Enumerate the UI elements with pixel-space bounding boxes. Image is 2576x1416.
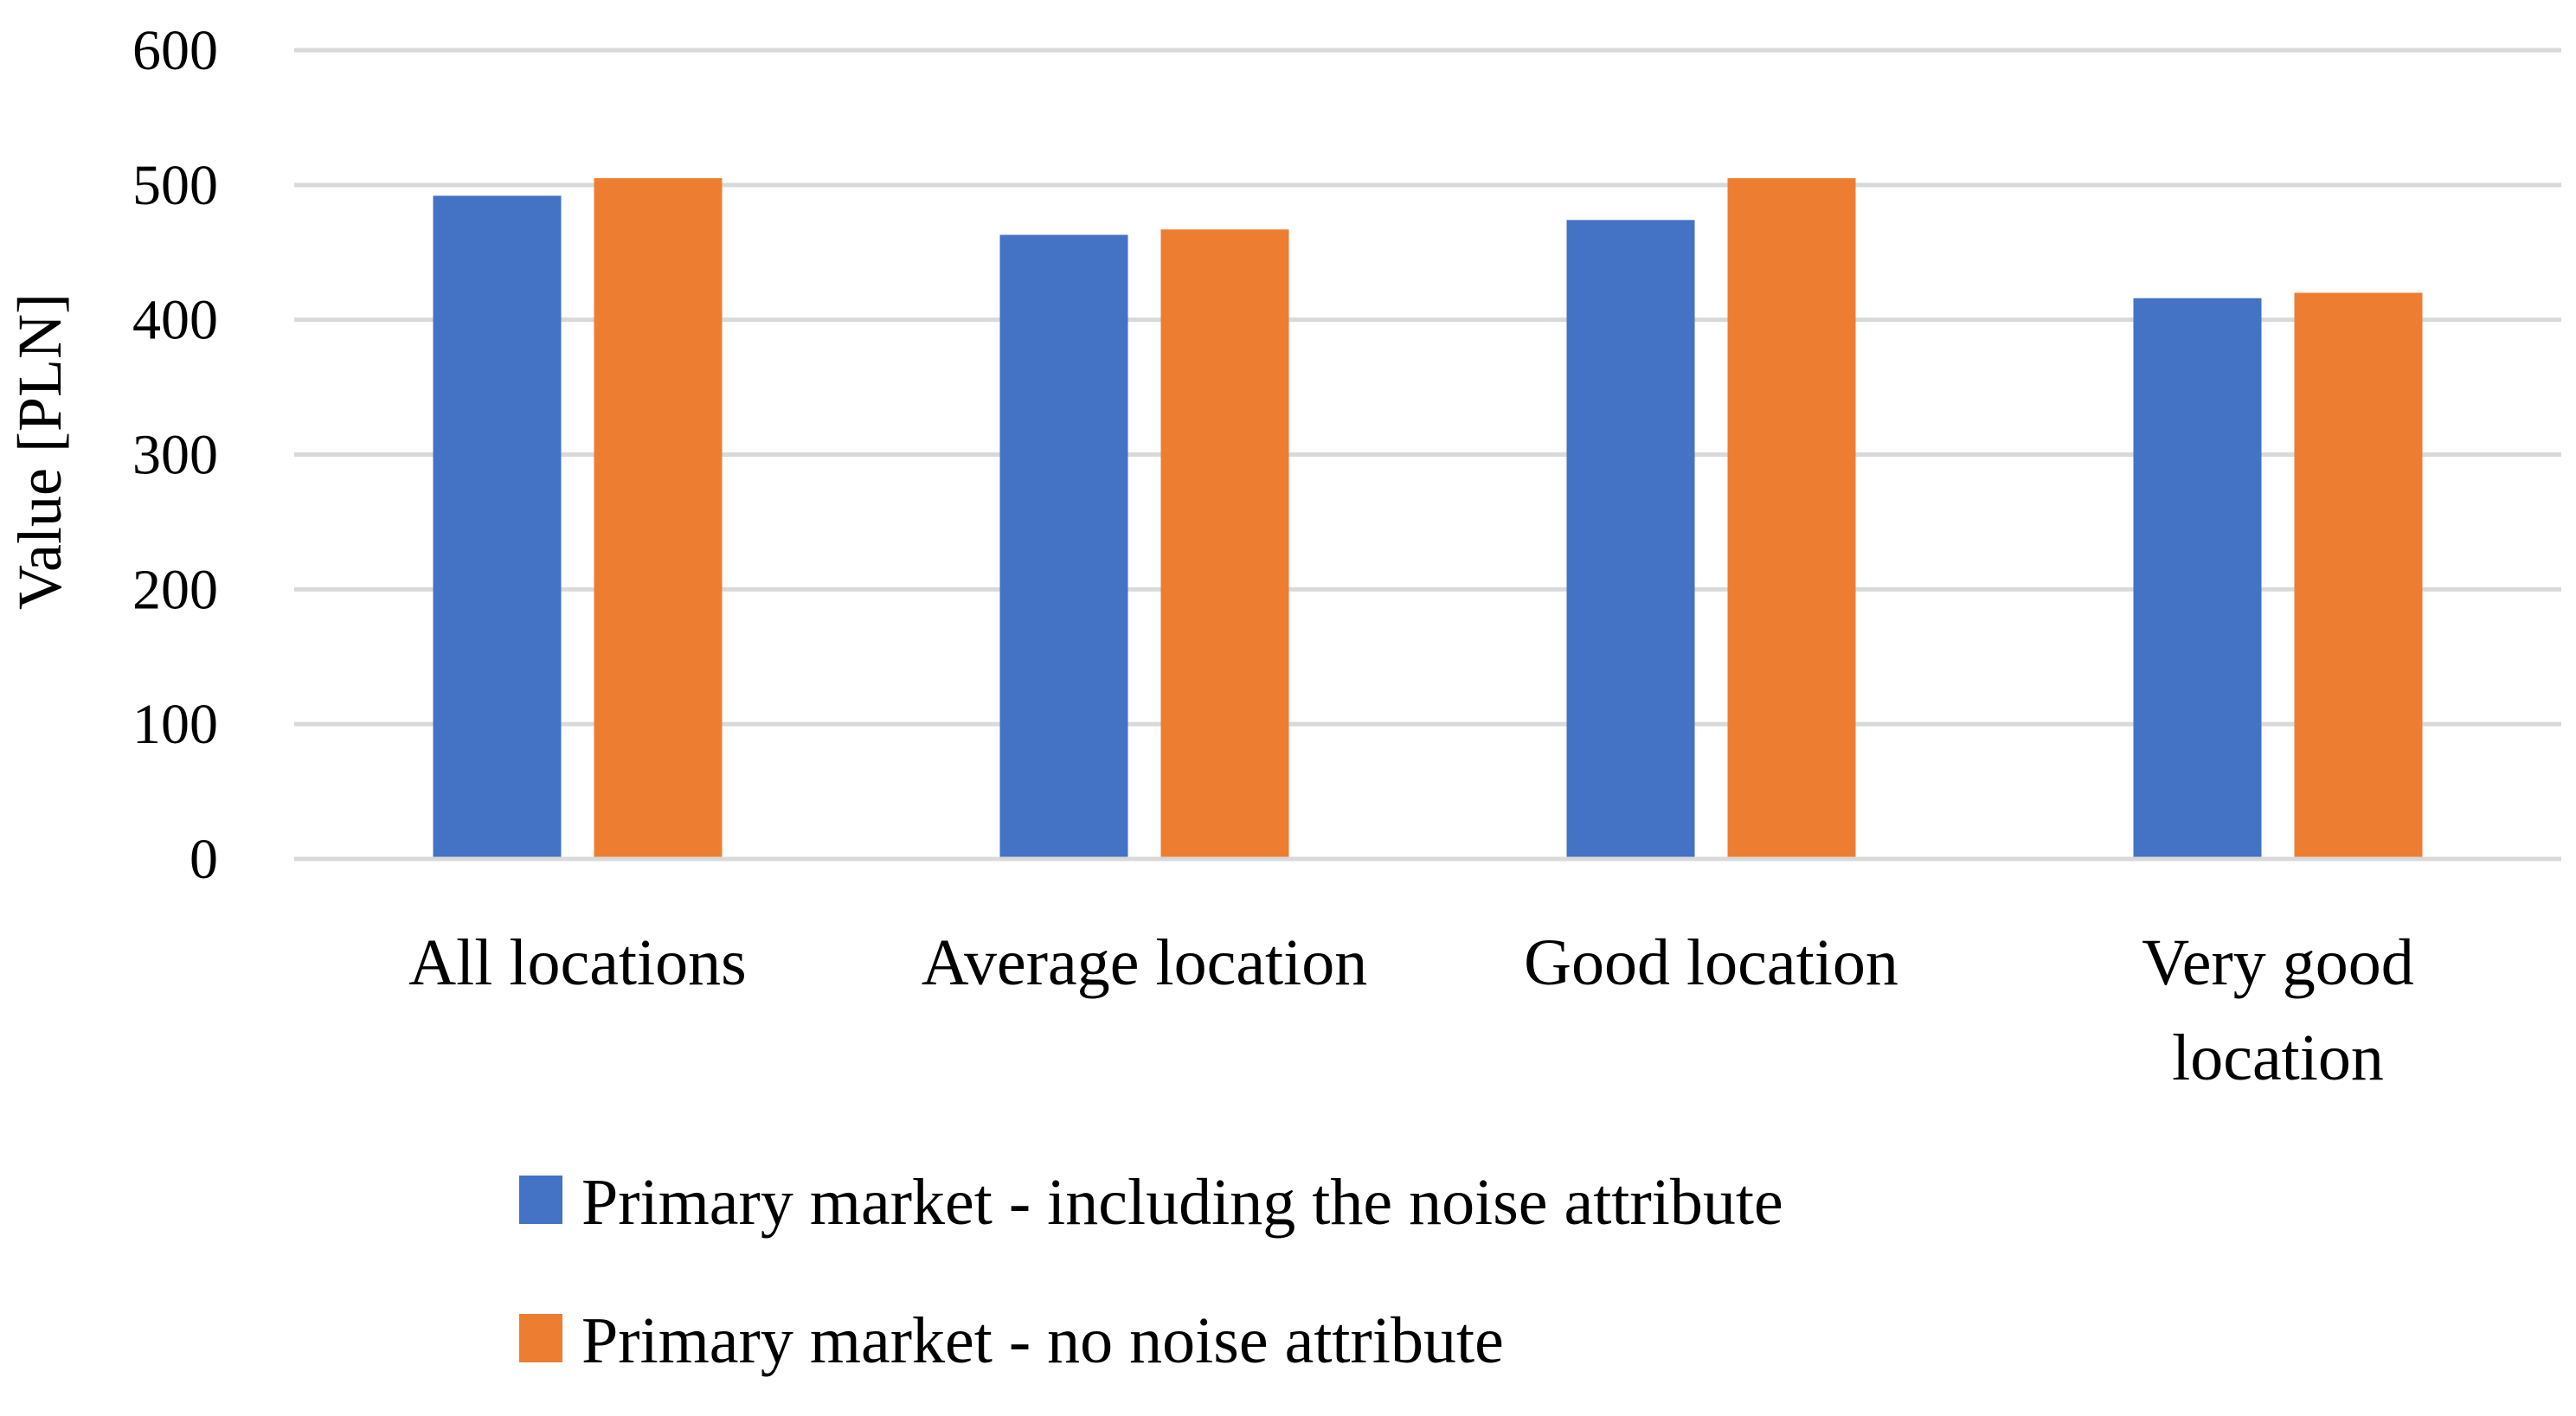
legend-label: Primary market - including the noise att… <box>581 1166 1783 1239</box>
y-tick-label: 400 <box>132 289 218 352</box>
legend-swatch <box>519 1314 562 1362</box>
y-tick-label: 600 <box>132 19 218 82</box>
y-tick-label: 500 <box>132 154 218 217</box>
x-category-label: All locations <box>408 926 747 999</box>
x-category-label: location <box>2172 1022 2384 1094</box>
y-axis-title: Value [PLN] <box>5 293 74 610</box>
legend: Primary market - including the noise att… <box>519 1166 1783 1377</box>
legend-label: Primary market - no noise attribute <box>581 1304 1504 1377</box>
bar-no-noise-1 <box>1160 229 1289 860</box>
bar-with-noise-0 <box>433 195 562 860</box>
bar-with-noise-2 <box>1566 220 1695 860</box>
bar-no-noise-2 <box>1727 178 1856 859</box>
x-axis-categories: All locations Average location Good locati… <box>408 926 2414 1094</box>
x-category-label: Very good <box>2142 926 2414 999</box>
legend-swatch <box>519 1176 562 1224</box>
bar-no-noise-0 <box>594 178 723 859</box>
y-axis-ticks: 0 100 200 300 400 500 600 <box>132 19 218 891</box>
x-category-label: Average location <box>922 926 1368 999</box>
x-category-label: Good location <box>1524 926 1898 999</box>
bars <box>294 178 2561 862</box>
y-tick-label: 0 <box>190 828 218 891</box>
y-tick-label: 200 <box>132 558 218 621</box>
y-tick-label: 100 <box>132 693 218 756</box>
bar-no-noise-3 <box>2294 292 2423 859</box>
y-tick-label: 300 <box>132 424 218 487</box>
bar-with-noise-1 <box>999 234 1128 859</box>
bar-with-noise-3 <box>2133 298 2262 859</box>
